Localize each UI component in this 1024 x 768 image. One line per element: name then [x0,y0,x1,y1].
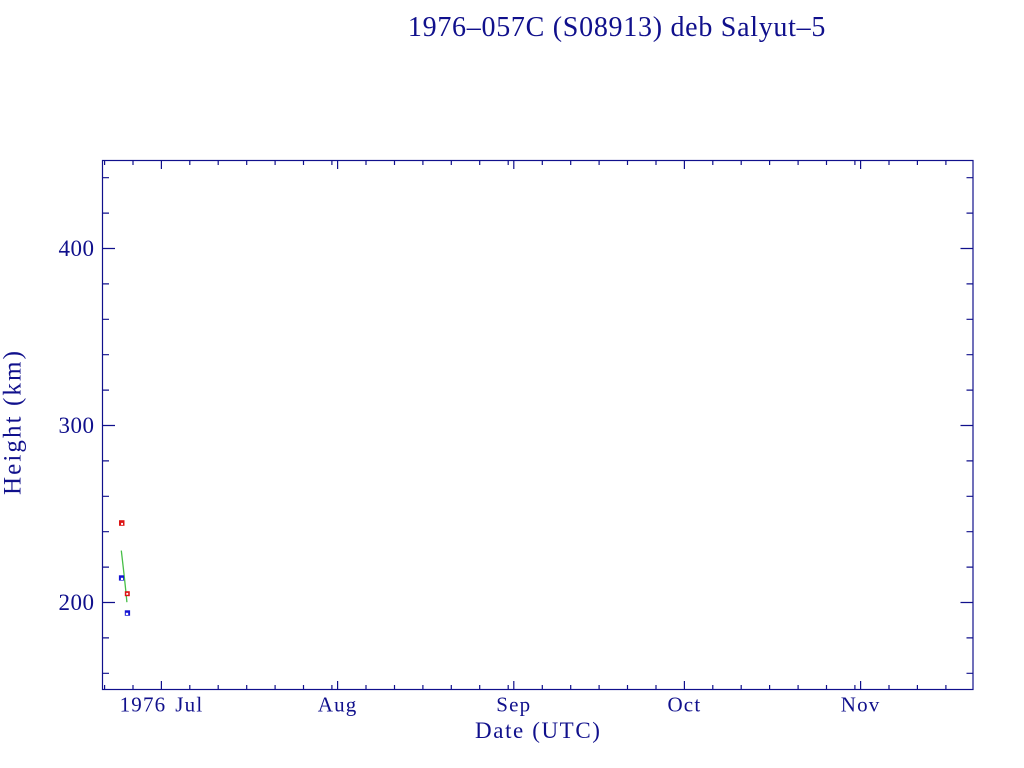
svg-text:200: 200 [59,590,95,615]
svg-text:1976 Jul: 1976 Jul [120,693,204,717]
svg-text:Oct: Oct [667,693,701,717]
svg-text:400: 400 [59,236,95,261]
svg-text:Nov: Nov [841,693,881,717]
svg-text:Sep: Sep [496,693,531,717]
svg-text:Aug: Aug [318,693,358,717]
svg-text:Height (km): Height (km) [0,349,27,495]
svg-text:1976–057C (S08913) deb Salyut–: 1976–057C (S08913) deb Salyut–5 [408,12,826,43]
svg-text:Date (UTC): Date (UTC) [475,718,602,743]
svg-text:300: 300 [59,413,95,438]
